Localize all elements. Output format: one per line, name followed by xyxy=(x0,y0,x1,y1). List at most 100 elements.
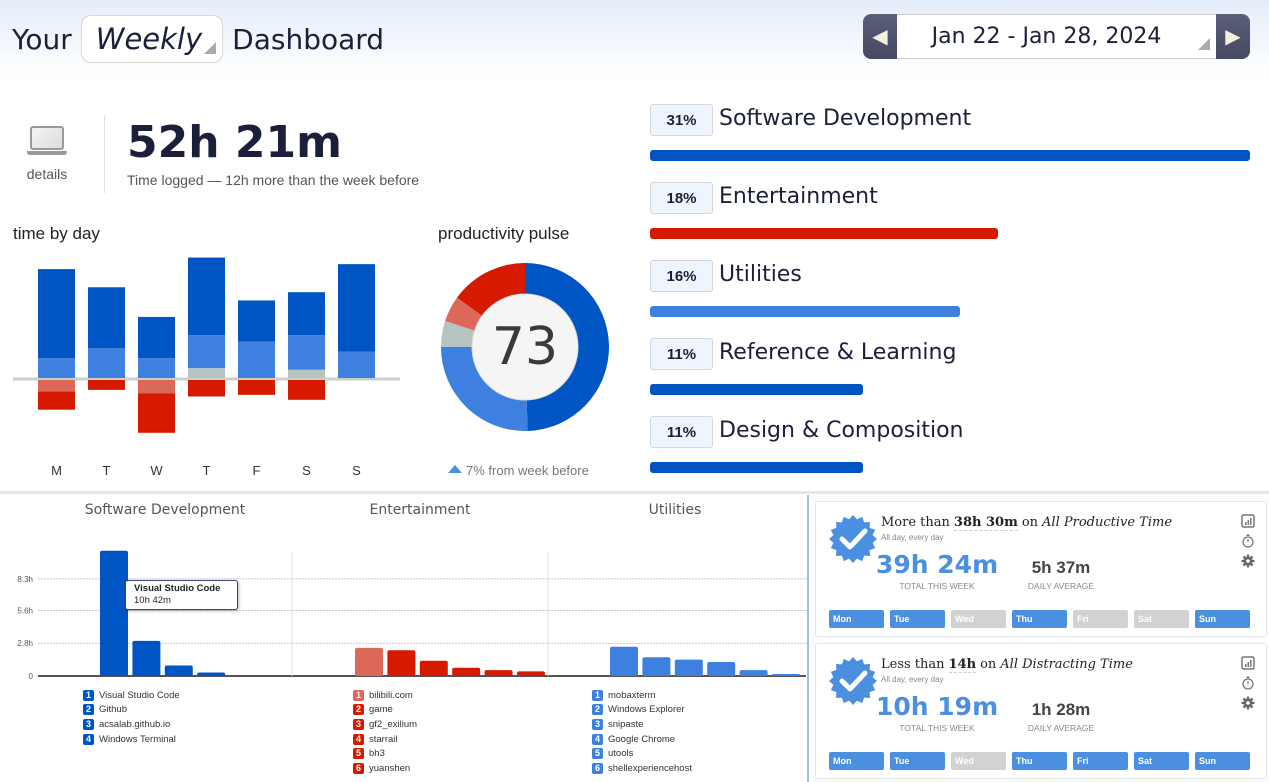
day-bar-segment-neutral xyxy=(188,368,225,378)
details-button[interactable]: details xyxy=(12,126,82,182)
day-bar-segment-distracting xyxy=(138,380,175,394)
y-tick-label: 0 xyxy=(29,672,34,681)
tooltip-title: Visual Studio Code xyxy=(134,583,221,594)
day-bar-segment-productive xyxy=(138,358,175,378)
legend-item[interactable]: 3 acsalab.github.io xyxy=(83,717,180,732)
app-bar[interactable] xyxy=(419,660,448,676)
app-bar[interactable] xyxy=(197,672,226,676)
goal-day-wed[interactable]: Wed xyxy=(951,610,1006,628)
day-bar-segment-very-distracting xyxy=(88,380,125,390)
category-row[interactable]: 31% Software Development xyxy=(650,104,1250,182)
legend-item[interactable]: 4 Windows Terminal xyxy=(83,732,180,747)
app-bar[interactable] xyxy=(100,550,128,676)
total-time: 52h 21m xyxy=(127,116,342,168)
legend-app-name: mobaxterm xyxy=(608,689,656,701)
goal-card: More than 38h 30m on All Productive Time… xyxy=(815,501,1267,637)
goal-day-fri[interactable]: Fri xyxy=(1073,610,1128,628)
stopwatch-icon[interactable] xyxy=(1241,534,1255,548)
day-bar-segment-productive xyxy=(238,341,275,378)
category-name: Reference & Learning xyxy=(719,340,957,365)
app-bar[interactable] xyxy=(517,671,545,676)
legend-item[interactable]: 6 shellexperiencehost xyxy=(592,761,692,776)
app-bar[interactable] xyxy=(610,646,638,676)
legend-item[interactable]: 4 starrail xyxy=(353,732,417,747)
goal-target[interactable]: 14h xyxy=(948,657,977,673)
legend-rank: 3 xyxy=(83,718,94,730)
productivity-pulse-chart[interactable] xyxy=(435,257,615,437)
legend-item[interactable]: 1 bilibili.com xyxy=(353,688,417,703)
day-label: T xyxy=(203,463,211,478)
day-bar-segment-very-distracting xyxy=(288,380,325,400)
app-bar[interactable] xyxy=(484,670,513,676)
app-legend: 1 bilibili.com 2 game 3 gf2_exilium 4 starrail 5… xyxy=(353,688,417,776)
app-bar[interactable] xyxy=(772,674,800,676)
day-bar-segment-very-productive xyxy=(88,287,125,349)
legend-item[interactable]: 1 mobaxterm xyxy=(592,688,692,703)
day-bar-segment-very-distracting xyxy=(38,391,75,410)
goal-day-tue[interactable]: Tue xyxy=(890,752,945,770)
gear-icon[interactable] xyxy=(1241,696,1255,710)
day-bar-segment-very-productive xyxy=(188,257,225,336)
app-bar[interactable] xyxy=(164,665,193,676)
goal-day-sun[interactable]: Sun xyxy=(1195,610,1250,628)
app-bar[interactable] xyxy=(707,661,736,676)
app-bar[interactable] xyxy=(739,670,768,676)
category-bar xyxy=(650,462,863,473)
legend-rank: 3 xyxy=(592,718,603,730)
goal-total-label: TOTAL THIS WEEK xyxy=(899,581,975,591)
period-value: Weekly xyxy=(95,22,203,56)
goal-day-sat[interactable]: Sat xyxy=(1134,752,1189,770)
goal-day-mon[interactable]: Mon xyxy=(829,752,884,770)
goal-day-thu[interactable]: Thu xyxy=(1012,610,1067,628)
category-row[interactable]: 11% Reference & Learning xyxy=(650,338,1250,416)
legend-item[interactable]: 1 Visual Studio Code xyxy=(83,688,180,703)
category-name: Utilities xyxy=(719,262,802,287)
legend-item[interactable]: 4 Google Chrome xyxy=(592,732,692,747)
goal-average-label: DAILY AVERAGE xyxy=(1027,581,1095,591)
goal-day-sat[interactable]: Sat xyxy=(1134,610,1189,628)
goal-total-label: TOTAL THIS WEEK xyxy=(899,723,975,733)
app-bar[interactable] xyxy=(452,667,481,676)
bar-chart-icon[interactable] xyxy=(1241,656,1255,670)
goal-day-sun[interactable]: Sun xyxy=(1195,752,1250,770)
category-bar xyxy=(650,150,1250,161)
legend-item[interactable]: 2 game xyxy=(353,703,417,718)
app-bar[interactable] xyxy=(674,659,703,676)
prev-week-button[interactable]: ◀ xyxy=(863,14,897,59)
legend-item[interactable]: 2 Github xyxy=(83,703,180,718)
goal-day-wed[interactable]: Wed xyxy=(951,752,1006,770)
goal-day-tue[interactable]: Tue xyxy=(890,610,945,628)
goal-average-label: DAILY AVERAGE xyxy=(1027,723,1095,733)
legend-rank: 1 xyxy=(592,689,603,701)
date-range-select[interactable]: Jan 22 - Jan 28, 2024 xyxy=(897,14,1216,59)
legend-item[interactable]: 5 utools xyxy=(592,746,692,761)
dropdown-corner-icon xyxy=(204,42,217,54)
day-bar-segment-very-productive xyxy=(238,300,275,342)
legend-item[interactable]: 6 yuanshen xyxy=(353,761,417,776)
next-week-button[interactable]: ▶ xyxy=(1216,14,1250,59)
goal-day-fri[interactable]: Fri xyxy=(1073,752,1128,770)
category-row[interactable]: 11% Design & Composition xyxy=(650,416,1250,494)
category-row[interactable]: 16% Utilities xyxy=(650,260,1250,338)
goal-day-mon[interactable]: Mon xyxy=(829,610,884,628)
goal-target[interactable]: 38h 30m xyxy=(953,515,1018,531)
legend-item[interactable]: 3 gf2_exilium xyxy=(353,717,417,732)
goal-day-thu[interactable]: Thu xyxy=(1012,752,1067,770)
period-select[interactable]: Weekly xyxy=(80,15,224,63)
app-bar[interactable] xyxy=(132,640,161,676)
app-bar[interactable] xyxy=(355,647,383,676)
app-bar[interactable] xyxy=(387,650,416,676)
goal-average-value: 5h 37m xyxy=(1031,558,1091,577)
category-row[interactable]: 18% Entertainment xyxy=(650,182,1250,260)
goal-headline: Less than 14h on All Distracting Time xyxy=(881,657,1133,673)
stopwatch-icon[interactable] xyxy=(1241,676,1255,690)
legend-item[interactable]: 2 Windows Explorer xyxy=(592,703,692,718)
legend-item[interactable]: 5 bh3 xyxy=(353,746,417,761)
bar-chart-icon[interactable] xyxy=(1241,514,1255,528)
legend-item[interactable]: 3 snipaste xyxy=(592,717,692,732)
goal-prefix: More than xyxy=(881,515,950,530)
day-bar-segment-very-productive xyxy=(288,292,325,336)
app-bar[interactable] xyxy=(642,657,671,676)
gear-icon[interactable] xyxy=(1241,554,1255,568)
legend-app-name: Google Chrome xyxy=(608,733,676,745)
